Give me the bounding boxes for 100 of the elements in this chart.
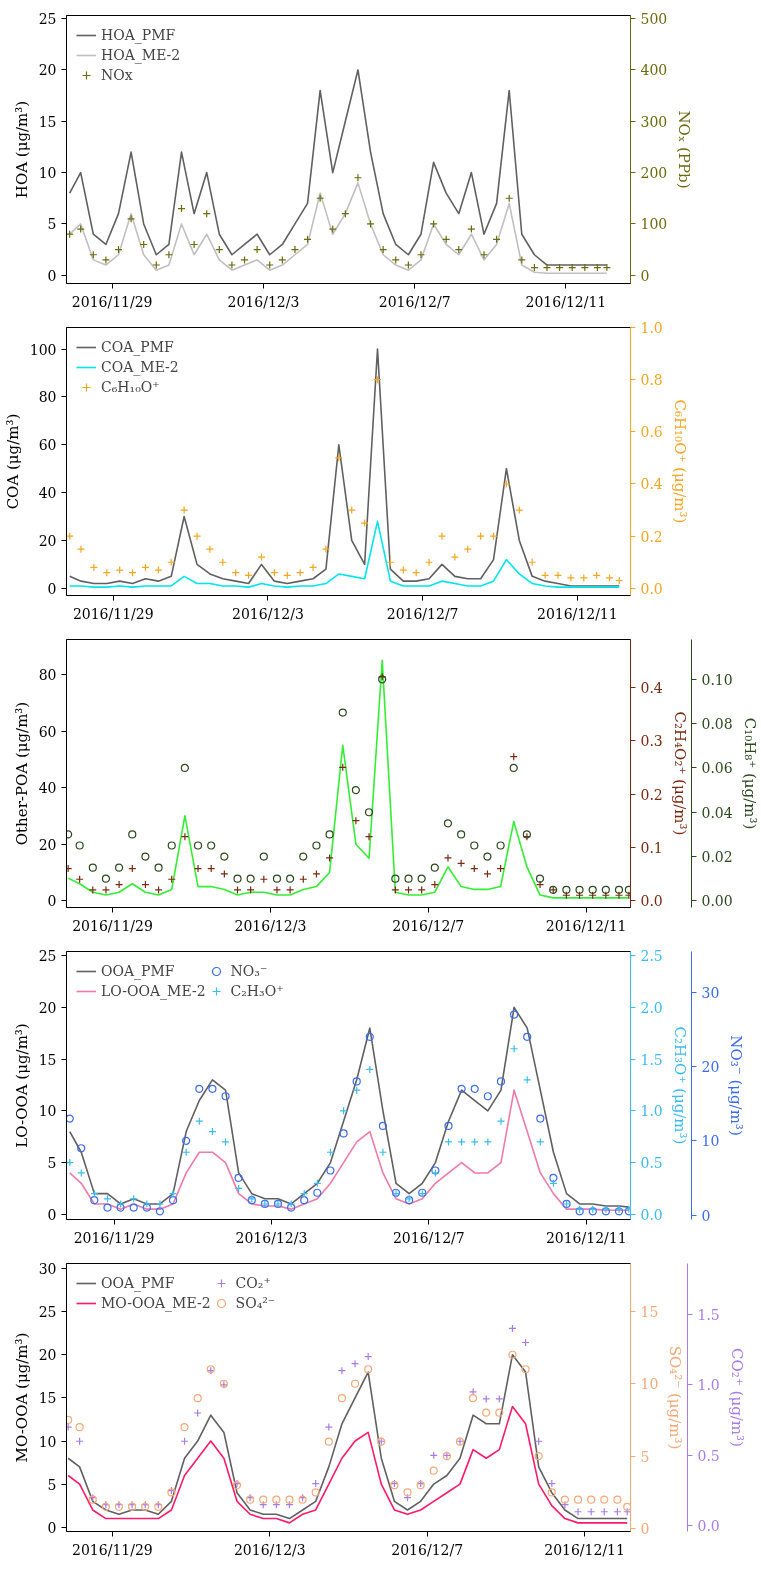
y-tick-label: 10: [38, 1433, 57, 1450]
point: [495, 1408, 504, 1417]
point: [180, 1423, 189, 1432]
point: [259, 1495, 268, 1504]
line-series: [67, 1405, 629, 1524]
y-tick-label: 25: [38, 1304, 57, 1321]
point: [338, 708, 347, 717]
point: [351, 816, 360, 825]
point: [404, 874, 413, 883]
point: [66, 1423, 73, 1432]
point: [502, 479, 511, 489]
y2-tick-label: 15: [640, 1303, 659, 1320]
y2-axis-title: C₂H₃O⁺ (μg/m³): [670, 1026, 689, 1145]
y2-tick-label: 0.2: [640, 786, 663, 803]
point: [180, 832, 189, 841]
point: [154, 863, 163, 872]
point: [193, 1394, 202, 1403]
point: [515, 505, 524, 515]
point: [312, 841, 321, 850]
point: [324, 1423, 333, 1432]
y-tick-label: 80: [38, 667, 57, 684]
point: [547, 1488, 556, 1497]
y2-axis-title: C₆H₁₀O⁺ (μg/m³): [670, 399, 689, 524]
point: [221, 1137, 230, 1146]
point: [75, 1423, 84, 1432]
y2-tick-label: 0.4: [640, 476, 663, 493]
y2-tick-label: 1.0: [640, 1103, 663, 1120]
point: [311, 1488, 320, 1497]
line-series: [68, 1089, 630, 1211]
point: [549, 1173, 558, 1183]
legend-label: NOx: [101, 67, 133, 83]
point: [470, 1084, 479, 1093]
point: [457, 1084, 466, 1093]
x-tick-label: 2016/12/7: [391, 1541, 464, 1558]
y3-tick-label: 30: [701, 984, 720, 1001]
line-series: [67, 659, 630, 899]
x-tick-label: 2016/12/7: [392, 1229, 465, 1246]
legend-label: NO₃⁻: [230, 963, 268, 979]
point: [496, 1077, 506, 1086]
point: [101, 885, 111, 895]
point: [366, 219, 375, 229]
point: [77, 1144, 86, 1153]
point: [142, 1199, 151, 1209]
point: [193, 841, 203, 850]
line-series: [68, 1006, 630, 1208]
y3-tick-label: 0.06: [701, 760, 733, 777]
point: [364, 832, 374, 841]
legend-label: C₂H₃O⁺: [230, 983, 284, 999]
point: [483, 1092, 492, 1101]
point: [321, 545, 331, 554]
point: [278, 255, 287, 264]
point: [180, 505, 189, 515]
x-tick-label: 2016/12/7: [386, 605, 459, 622]
y2-tick-label: 0.0: [640, 1206, 663, 1223]
x-tick-label: 2016/11/29: [73, 1229, 155, 1246]
point: [141, 852, 150, 861]
point: [90, 1196, 99, 1205]
x-tick-label: 2016/12/11: [544, 1541, 625, 1558]
x-tick-label: 2016/12/3: [227, 293, 300, 310]
line-series: [68, 182, 608, 275]
y2-axis-title: NOₓ (PPb): [675, 110, 694, 189]
legend-label: OOA_PMF: [101, 963, 175, 979]
point: [483, 852, 492, 861]
point: [443, 819, 453, 828]
y-tick-label: 10: [38, 1103, 57, 1120]
point: [588, 885, 597, 894]
y2-tick-label: 0.8: [640, 372, 663, 389]
point: [365, 1032, 374, 1041]
point: [429, 1466, 438, 1475]
point: [101, 255, 110, 264]
point: [234, 1173, 243, 1183]
x-tick-label: 2016/11/29: [71, 293, 153, 310]
point: [190, 240, 199, 249]
y3-axis-title: NO₃⁻ (μg/m³): [727, 1035, 746, 1136]
y2-tick-label: 0.3: [640, 733, 663, 750]
point: [353, 173, 363, 182]
point: [324, 1437, 333, 1446]
x-tick-label: 2016/12/11: [545, 1229, 627, 1246]
y3-tick-label: 0.0: [697, 1518, 720, 1535]
point: [602, 263, 611, 272]
y-tick-label: 0: [47, 267, 57, 284]
x-tick-label: 2016/12/3: [234, 917, 307, 934]
point: [195, 1084, 204, 1093]
y-tick-label: 30: [38, 1261, 57, 1278]
point: [470, 841, 479, 850]
legend-label: MO-OOA_ME-2: [101, 1295, 211, 1311]
point: [220, 869, 229, 879]
y3-tick-label: 10: [701, 1133, 720, 1150]
point: [300, 1196, 309, 1205]
y3-tick-label: 0.02: [701, 849, 733, 866]
y-tick-label: 60: [38, 437, 57, 454]
point: [509, 1010, 519, 1019]
point: [290, 245, 300, 254]
point: [328, 224, 337, 234]
point: [350, 1379, 360, 1388]
x-tick-label: 2016/11/29: [72, 605, 154, 622]
point: [257, 552, 266, 562]
point: [339, 1106, 348, 1115]
y-tick-label: 0: [47, 1206, 57, 1223]
point: [378, 1148, 388, 1157]
